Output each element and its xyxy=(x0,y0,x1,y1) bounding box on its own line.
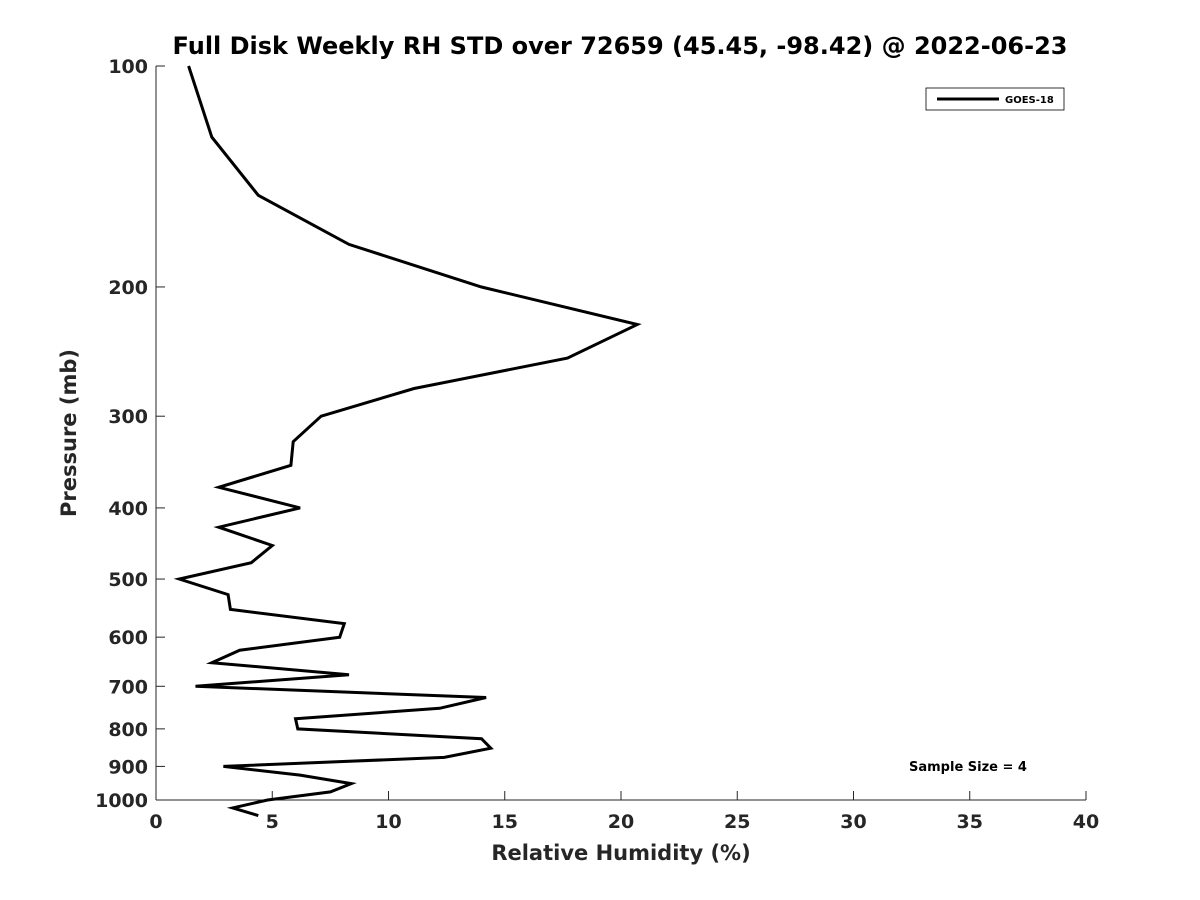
sample-size-annotation: Sample Size = 4 xyxy=(909,760,1027,775)
legend: GOES-18 xyxy=(925,87,1065,111)
y-tick-label: 900 xyxy=(108,756,148,778)
legend-label-goes-18: GOES-18 xyxy=(1005,95,1054,106)
y-axis-ticks: 100 200 300 400 500 600 700 800 900 1000 xyxy=(95,56,165,812)
y-tick-label: 500 xyxy=(108,569,148,591)
series-line-goes-18 xyxy=(173,65,642,818)
chart-title: Full Disk Weekly RH STD over 72659 (45.4… xyxy=(173,32,1068,60)
x-tick-label: 40 xyxy=(1073,811,1099,833)
x-tick-label: 5 xyxy=(266,811,279,833)
y-tick-label: 200 xyxy=(108,277,148,299)
y-tick-label: 600 xyxy=(108,627,148,649)
x-tick-label: 35 xyxy=(957,811,983,833)
y-tick-label: 400 xyxy=(108,498,148,520)
y-tick-label: 300 xyxy=(108,406,148,428)
x-tick-label: 20 xyxy=(608,811,634,833)
x-tick-label: 30 xyxy=(840,811,866,833)
x-tick-label: 0 xyxy=(149,811,162,833)
x-axis-label: Relative Humidity (%) xyxy=(491,841,750,865)
y-tick-label: 1000 xyxy=(95,790,148,812)
x-tick-label: 25 xyxy=(724,811,750,833)
y-tick-label: 700 xyxy=(108,676,148,698)
y-axis-label: Pressure (mb) xyxy=(57,349,81,517)
x-tick-label: 10 xyxy=(375,811,401,833)
y-tick-label: 800 xyxy=(108,719,148,741)
series-layer xyxy=(173,65,642,818)
x-tick-label: 15 xyxy=(492,811,518,833)
x-axis-ticks: 0 5 10 15 20 25 30 35 40 xyxy=(149,791,1099,833)
y-tick-label: 100 xyxy=(108,56,148,78)
